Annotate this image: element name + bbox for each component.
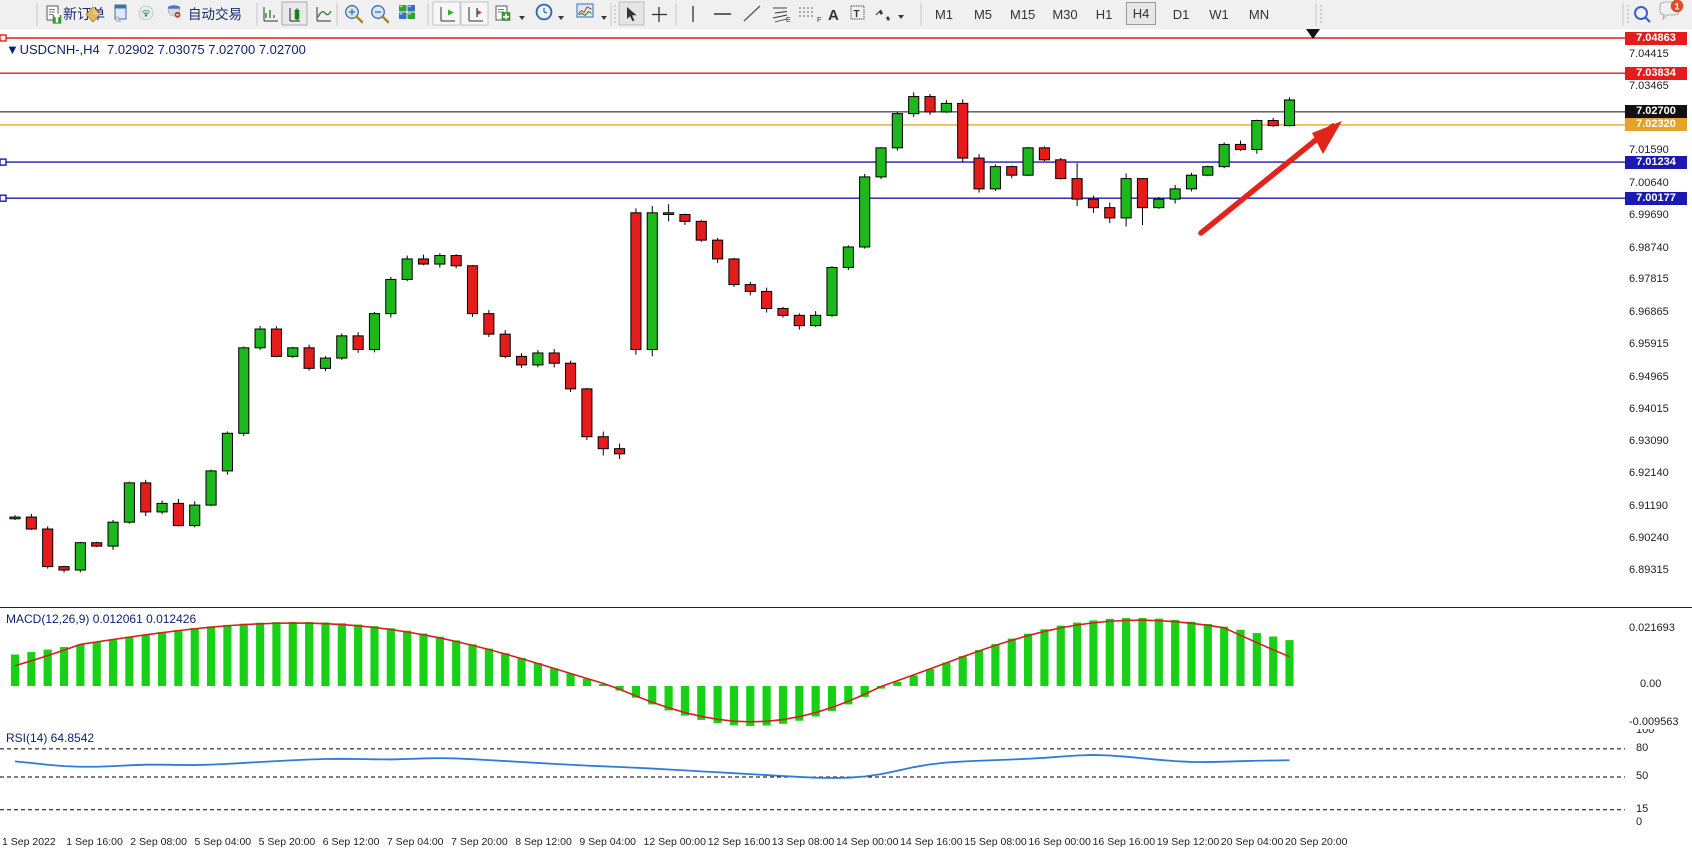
svg-text:F: F — [817, 17, 821, 24]
svg-text:A: A — [828, 7, 839, 24]
svg-text:E: E — [786, 17, 791, 24]
svg-text:1: 1 — [1674, 1, 1679, 11]
svg-text:T: T — [854, 9, 860, 20]
svg-text:自动交易: 自动交易 — [188, 6, 242, 22]
